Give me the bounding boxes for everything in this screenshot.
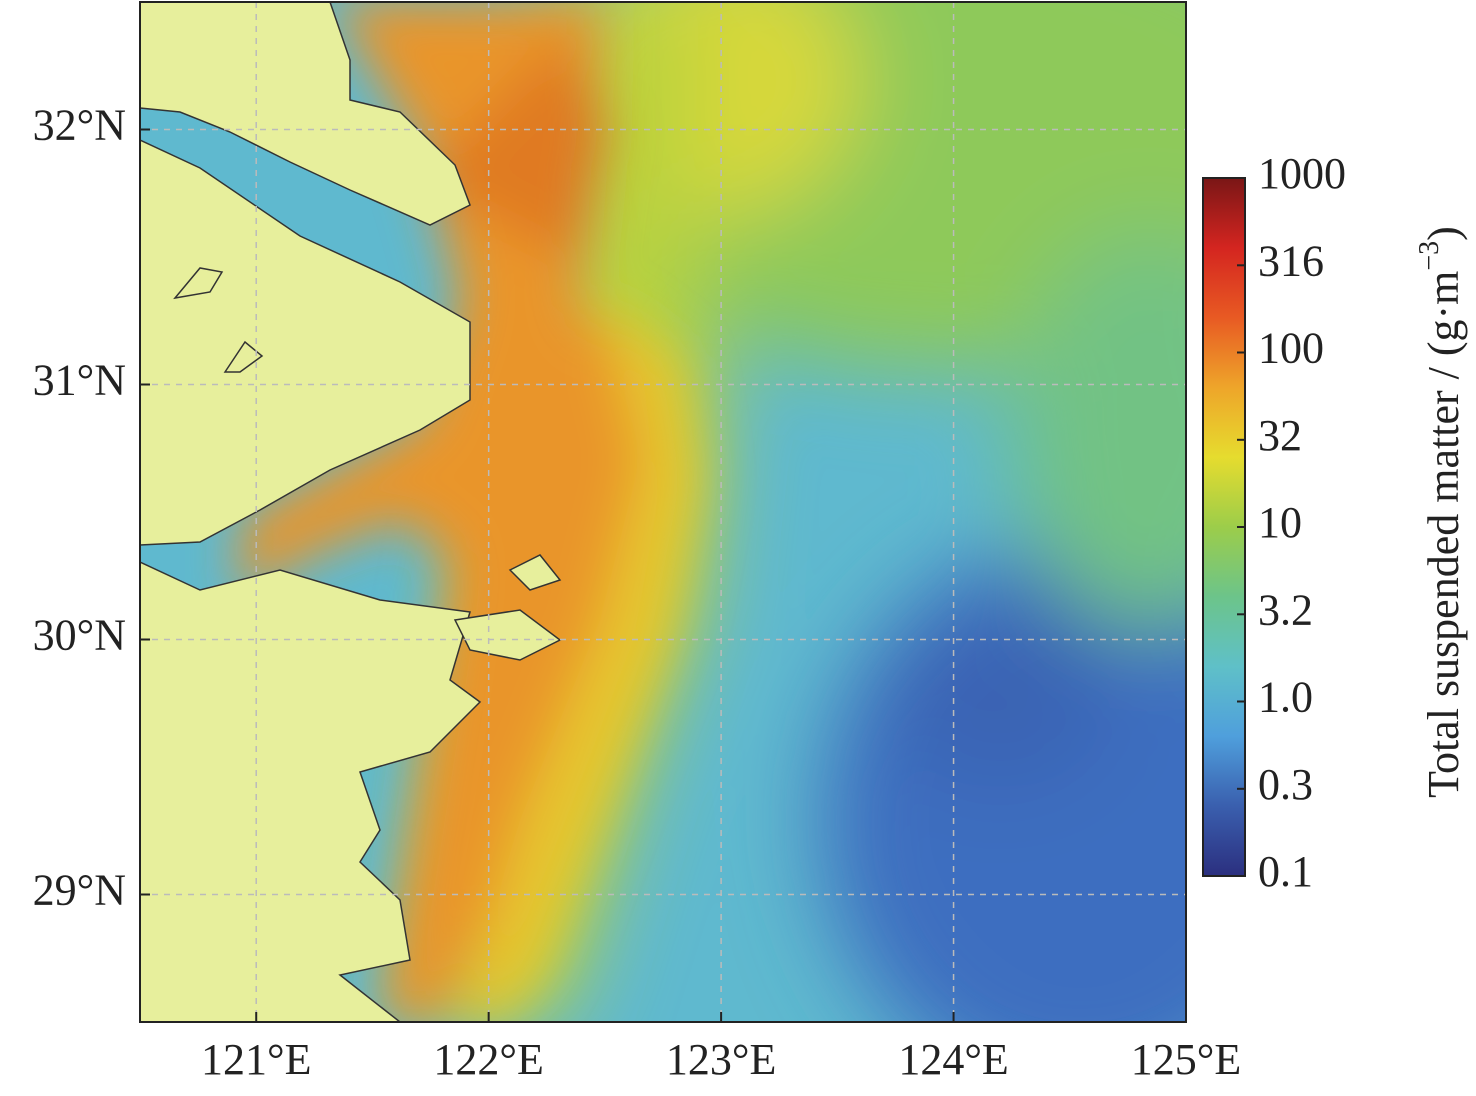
x-tick-label: 123°E [666,1035,776,1084]
colorbar-tick-label: 1.0 [1258,673,1313,722]
colorbar-title-text: Total suspended matter / (g·m [1419,271,1468,798]
colorbar-tick-label: 100 [1258,324,1324,373]
colorbar-title-tail: ) [1419,226,1468,241]
y-tick-label: 30°N [33,611,126,660]
y-tick-label: 29°N [33,866,126,915]
colorbar-tick-label: 3.2 [1258,585,1313,634]
y-tick-label: 31°N [33,356,126,405]
colorbar-tick-label: 1000 [1258,149,1346,198]
colorbar-title-sup: −3 [1414,241,1445,271]
x-tick-label: 125°E [1131,1035,1241,1084]
x-tick-label: 122°E [433,1035,543,1084]
plot-frame [139,1,1187,1023]
x-tick-label: 124°E [898,1035,1008,1084]
colorbar-tick-label: 0.3 [1258,760,1313,809]
map-image [140,2,1186,1022]
colorbar-tick-label: 316 [1258,236,1324,285]
colorbar-tick-label: 10 [1258,498,1302,547]
colorbar-tick-label: 32 [1258,411,1302,460]
colorbar-tick-label: 0.1 [1258,847,1313,896]
x-tick-label: 121°E [201,1035,311,1084]
y-tick-label: 32°N [33,101,126,150]
colorbar-title: Total suspended matter / (g·m−3) [1414,226,1468,798]
